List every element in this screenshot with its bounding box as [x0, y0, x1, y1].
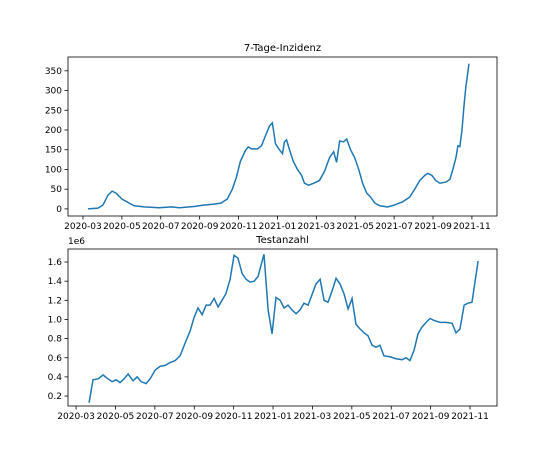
chart-title: Testanzahl — [255, 235, 309, 246]
y-tick-label: 300 — [45, 87, 62, 97]
data-line — [87, 63, 470, 210]
x-tick-label: 2020-09 — [175, 412, 213, 422]
y-tick-label: 0.6 — [48, 354, 63, 364]
x-tick-label: 2021-01 — [254, 412, 292, 422]
y-tick-label: 1.6 — [48, 258, 63, 268]
data-line — [88, 253, 479, 403]
chart-title: 7-Tage-Inzidenz — [244, 43, 321, 54]
axes-frame — [67, 248, 498, 407]
x-tick-label: 2021-03 — [298, 222, 336, 232]
y-tick-label: 250 — [45, 106, 62, 116]
x-tick-label: 2021-11 — [453, 222, 491, 232]
x-tick-label: 2021-09 — [414, 222, 452, 232]
x-tick-label: 2021-03 — [294, 412, 332, 422]
y-tick-label: 100 — [45, 165, 62, 175]
x-tick-label: 2020-05 — [103, 222, 141, 232]
y-tick-label: 0 — [56, 205, 62, 215]
axes-frame — [67, 56, 498, 217]
x-tick-label: 2020-11 — [220, 222, 258, 232]
x-tick-label: 2021-11 — [451, 412, 489, 422]
x-tick-label: 2021-01 — [259, 222, 297, 232]
x-tick-label: 2021-05 — [333, 412, 371, 422]
y-tick-label: 1.4 — [48, 277, 63, 287]
y-tick-label: 0.2 — [48, 392, 62, 402]
x-tick-label: 2020-11 — [215, 412, 253, 422]
y-tick-label: 200 — [45, 126, 62, 136]
x-tick-label: 2020-07 — [136, 412, 174, 422]
x-tick-label: 2020-03 — [64, 222, 102, 232]
x-tick-label: 2021-07 — [375, 222, 413, 232]
x-tick-label: 2021-05 — [336, 222, 374, 232]
y-tick-label: 150 — [45, 146, 62, 156]
x-tick-label: 2020-05 — [97, 412, 135, 422]
x-tick-label: 2021-07 — [372, 412, 410, 422]
y-tick-label: 1.0 — [48, 315, 63, 325]
offset-label: 1e6 — [68, 237, 85, 247]
y-tick-label: 0.8 — [48, 335, 63, 345]
x-tick-label: 2020-09 — [181, 222, 219, 232]
y-tick-label: 1.2 — [48, 296, 62, 306]
y-tick-label: 50 — [51, 185, 63, 195]
y-tick-label: 0.4 — [48, 373, 63, 383]
x-tick-label: 2021-09 — [412, 412, 450, 422]
x-tick-label: 2020-03 — [57, 412, 95, 422]
y-tick-label: 350 — [45, 67, 62, 77]
x-tick-label: 2020-07 — [142, 222, 180, 232]
